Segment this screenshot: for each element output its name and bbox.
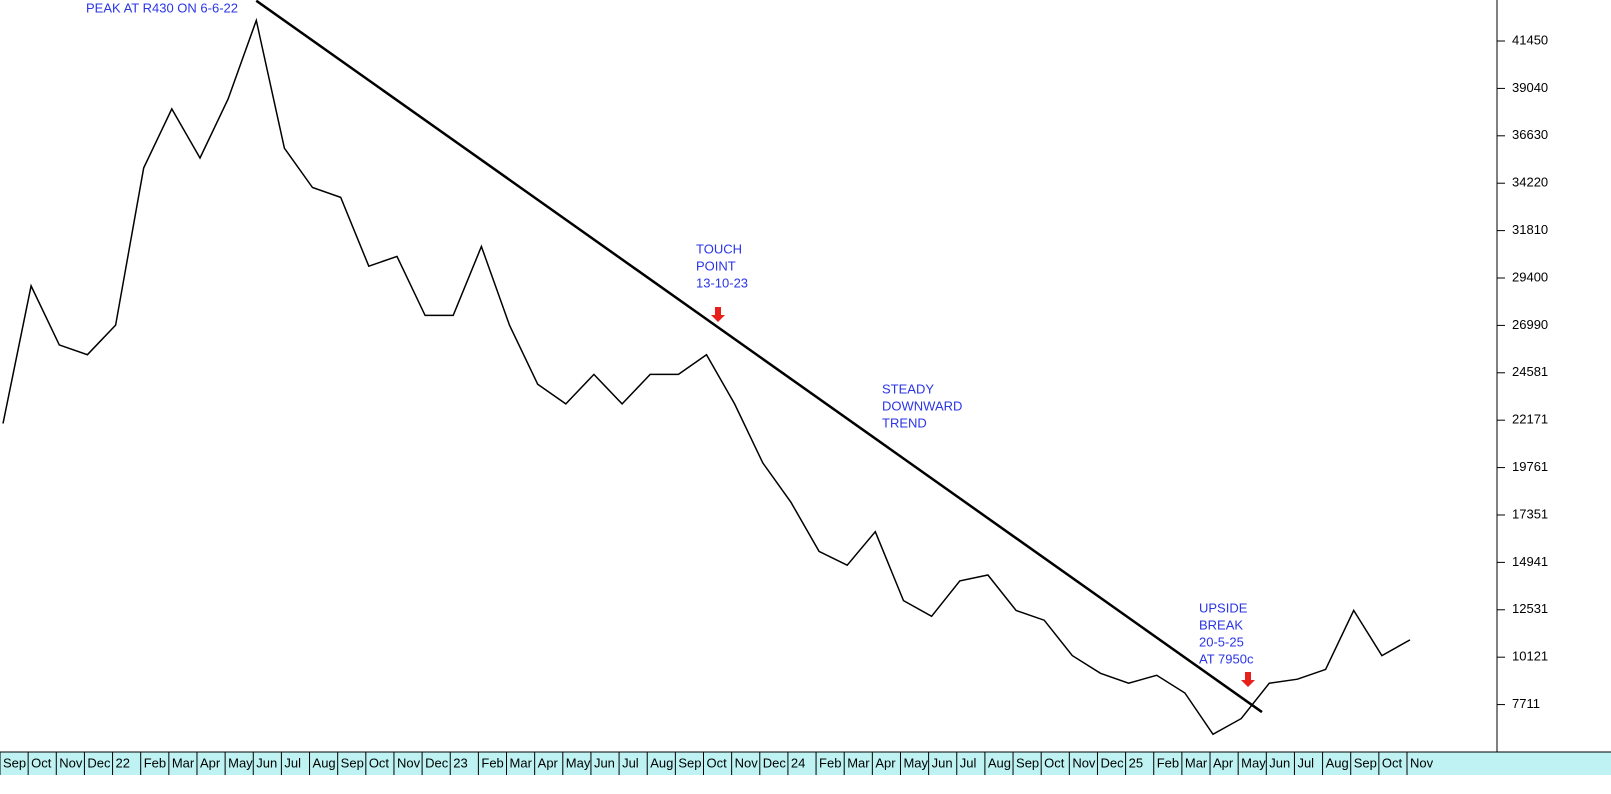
x-tick-label: Oct [369, 755, 390, 770]
y-tick-label: 26990 [1512, 317, 1548, 332]
y-tick-label: 12531 [1512, 601, 1548, 616]
y-tick-label: 41450 [1512, 32, 1548, 47]
x-tick-label: Jun [256, 755, 277, 770]
x-tick-label: Jul [960, 755, 977, 770]
annotation: POINT [696, 258, 736, 273]
x-tick-label: 24 [791, 755, 805, 770]
y-tick-label: 22171 [1512, 412, 1548, 427]
x-tick-label: Mar [172, 755, 195, 770]
x-tick-label: Feb [144, 755, 166, 770]
y-tick-label: 19761 [1512, 459, 1548, 474]
annotation: AT 7950c [1199, 651, 1254, 666]
x-tick-label: Nov [1410, 755, 1434, 770]
annotation: 20-5-25 [1199, 634, 1244, 649]
y-tick-label: 34220 [1512, 175, 1548, 190]
x-tick-label: Dec [425, 755, 449, 770]
x-tick-label: Feb [481, 755, 503, 770]
x-tick-label: Jun [932, 755, 953, 770]
x-tick-label: 23 [453, 755, 467, 770]
x-tick-label: Mar [510, 755, 533, 770]
x-tick-label: 25 [1129, 755, 1143, 770]
x-tick-label: Nov [1072, 755, 1096, 770]
x-tick-label: Jul [284, 755, 301, 770]
y-tick-label: 7711 [1512, 696, 1540, 711]
x-tick-label: Sep [341, 755, 364, 770]
y-tick-label: 31810 [1512, 222, 1548, 237]
y-tick-label: 17351 [1512, 506, 1548, 521]
x-tick-label: Sep [1016, 755, 1039, 770]
annotation: BREAK [1199, 617, 1243, 632]
y-tick-label: 29400 [1512, 269, 1548, 284]
x-tick-label: Nov [59, 755, 83, 770]
x-tick-label: May [1241, 755, 1266, 770]
annotation: TREND [882, 415, 927, 430]
x-tick-label: Aug [313, 755, 336, 770]
x-tick-label: Oct [707, 755, 728, 770]
x-tick-label: 22 [116, 755, 130, 770]
arrow [711, 307, 725, 322]
y-tick-label: 14941 [1512, 554, 1548, 569]
x-tick-label: Dec [1100, 755, 1124, 770]
x-tick-label: Jun [594, 755, 615, 770]
annotation: UPSIDE [1199, 600, 1248, 615]
x-tick-label: Aug [650, 755, 673, 770]
x-tick-label: Nov [735, 755, 759, 770]
x-tick-label: Oct [1044, 755, 1065, 770]
x-tick-label: Sep [1354, 755, 1377, 770]
x-tick-label: Aug [988, 755, 1011, 770]
x-tick-label: Jul [622, 755, 639, 770]
trend-line [255, 0, 1263, 714]
x-tick-label: Aug [1326, 755, 1349, 770]
y-tick-label: 24581 [1512, 364, 1548, 379]
annotation: PEAK AT R430 ON 6-6-22 [86, 0, 238, 15]
x-tick-label: Apr [200, 755, 221, 770]
x-tick-label: Feb [1157, 755, 1179, 770]
x-tick-label: Sep [3, 755, 26, 770]
x-tick-label: Jul [1297, 755, 1314, 770]
x-tick-label: Feb [819, 755, 841, 770]
x-tick-label: May [903, 755, 928, 770]
arrow [1241, 672, 1255, 687]
x-tick-label: Apr [1213, 755, 1234, 770]
annotation: TOUCH [696, 241, 742, 256]
x-tick-label: Oct [31, 755, 52, 770]
y-tick-label: 10121 [1512, 649, 1548, 664]
x-tick-label: Apr [875, 755, 896, 770]
x-tick-label: Jun [1269, 755, 1290, 770]
x-tick-label: Mar [1185, 755, 1208, 770]
x-tick-label: Dec [87, 755, 111, 770]
y-tick-label: 36630 [1512, 127, 1548, 142]
y-tick-label: 39040 [1512, 80, 1548, 95]
x-tick-label: Mar [847, 755, 870, 770]
x-tick-label: Oct [1382, 755, 1403, 770]
x-tick-label: Nov [397, 755, 421, 770]
annotation: STEADY [882, 381, 934, 396]
x-tick-label: May [228, 755, 253, 770]
annotation: 13-10-23 [696, 275, 748, 290]
x-axis-band [0, 752, 1611, 775]
x-tick-label: May [566, 755, 591, 770]
x-tick-label: Sep [678, 755, 701, 770]
annotation: DOWNWARD [882, 398, 962, 413]
x-tick-label: Apr [538, 755, 559, 770]
x-tick-label: Dec [763, 755, 787, 770]
price-line [2, 17, 1411, 736]
